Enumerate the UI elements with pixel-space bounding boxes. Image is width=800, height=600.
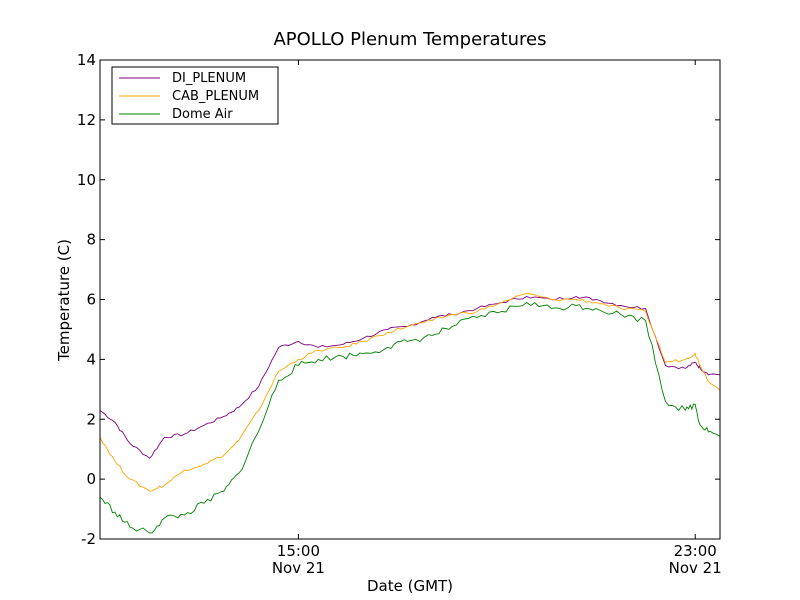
- y-axis-label: Temperature (C): [55, 239, 73, 362]
- x-tick-date-label: Nov 21: [272, 559, 325, 577]
- y-axis: -2 0 2 4 6 8 10 12 14: [77, 51, 720, 548]
- series-line-cab-plenum: [100, 293, 720, 492]
- y-tick-label: 2: [86, 410, 96, 428]
- y-tick-label: -2: [81, 530, 96, 548]
- series-line-di-plenum: [100, 295, 720, 459]
- legend-label: CAB_PLENUM: [172, 89, 259, 104]
- y-tick-label: 10: [77, 171, 96, 189]
- x-tick-time-label: 15:00: [277, 542, 320, 560]
- y-tick-label: 12: [77, 111, 96, 129]
- y-tick-label: 6: [86, 291, 96, 309]
- y-tick-label: 0: [86, 470, 96, 488]
- y-tick-label: 4: [86, 350, 96, 368]
- series-layer: [100, 293, 720, 534]
- series-line-dome-air: [100, 301, 720, 534]
- legend-label: Dome Air: [172, 107, 233, 122]
- chart-title: APOLLO Plenum Temperatures: [273, 29, 546, 50]
- y-tick-label: 8: [86, 231, 96, 249]
- legend-label: DI_PLENUM: [172, 71, 246, 86]
- plot-background: [100, 60, 720, 539]
- x-tick-time-label: 23:00: [674, 542, 717, 560]
- x-tick-date-label: Nov 21: [669, 559, 722, 577]
- legend: DI_PLENUM CAB_PLENUM Dome Air: [111, 66, 279, 125]
- y-tick-label: 14: [77, 51, 96, 69]
- x-axis-label: Date (GMT): [367, 577, 453, 595]
- legend-entries: DI_PLENUM CAB_PLENUM Dome Air: [119, 71, 259, 122]
